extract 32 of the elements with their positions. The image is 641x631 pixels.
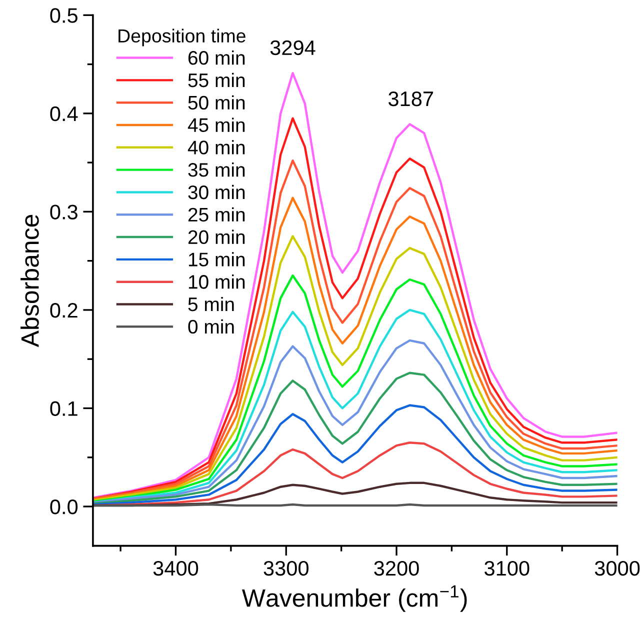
legend-label: 60 min bbox=[188, 50, 245, 65]
x-axis-title: Wavenumber (cm$^{−1}$) bbox=[242, 585, 467, 612]
y-tick-label: 0.5 bbox=[50, 8, 78, 23]
x-tick-label: 3400 bbox=[153, 560, 198, 576]
legend-label: 50 min bbox=[188, 95, 245, 110]
x-tick-label: 3300 bbox=[264, 560, 308, 576]
legend-label: 20 min bbox=[188, 230, 245, 244]
legend-label: 0 min bbox=[188, 319, 234, 334]
annotation: 3187 bbox=[388, 91, 433, 106]
x-tick-label: 3200 bbox=[374, 560, 419, 576]
legend-label: 15 min bbox=[188, 252, 245, 266]
legend-label: 5 min bbox=[188, 296, 234, 312]
legend-title: Deposition time bbox=[118, 28, 246, 46]
y-tick-label: 0.0 bbox=[50, 500, 78, 514]
legend-label: 45 min bbox=[188, 118, 245, 132]
legend-label: 25 min bbox=[188, 207, 245, 222]
y-tick-label: 0.2 bbox=[50, 302, 78, 318]
line-series bbox=[92, 339, 618, 504]
y-tick-label: 0.4 bbox=[50, 106, 78, 122]
line-series bbox=[92, 372, 618, 505]
legend-label: 30 min bbox=[188, 184, 245, 200]
legend-label: 35 min bbox=[188, 162, 245, 177]
x-tick-label: 3000 bbox=[594, 560, 640, 576]
line-series bbox=[92, 404, 618, 506]
y-tick-label: 0.3 bbox=[50, 204, 78, 220]
y-tick-label: 0.1 bbox=[50, 401, 78, 416]
x-tick-label: 3100 bbox=[484, 560, 530, 576]
legend-label: 40 min bbox=[188, 140, 245, 154]
legend-label: 10 min bbox=[188, 274, 245, 289]
annotation: 3294 bbox=[270, 40, 316, 56]
legend-label: 55 min bbox=[188, 72, 245, 88]
y-axis-title: Absorbance bbox=[20, 214, 39, 348]
